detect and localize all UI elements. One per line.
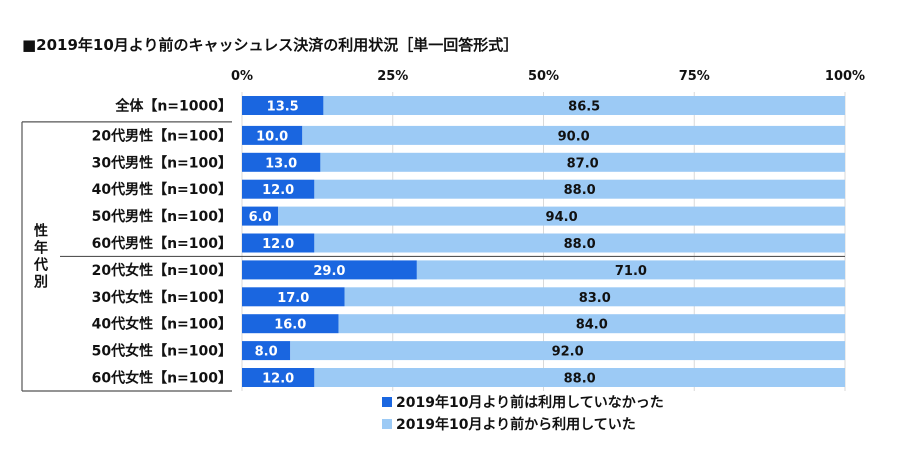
category-label: 30代女性【n=100】: [92, 289, 232, 306]
data-label: 86.5: [568, 100, 600, 115]
bar-not-using: [242, 206, 279, 226]
category-label: 50代男性【n=100】: [92, 208, 232, 225]
bar-not-using: [242, 260, 417, 280]
category-label: 20代男性【n=100】: [92, 127, 232, 144]
category-label: 50代女性【n=100】: [92, 343, 232, 360]
bar-using: [323, 96, 845, 115]
chart-title: ■2019年10月より前のキャッシュレス決済の利用状況［単一回答形式］: [22, 36, 518, 54]
data-label: 12.0: [262, 183, 294, 198]
data-label: 88.0: [564, 372, 596, 387]
bar-using: [416, 260, 845, 280]
group-label-char: 年: [34, 239, 48, 256]
bar-not-using: [242, 233, 315, 253]
data-label: 88.0: [564, 183, 596, 198]
data-label: 6.0: [249, 210, 272, 225]
category-label: 40代男性【n=100】: [92, 181, 232, 198]
category-label: 30代男性【n=100】: [92, 154, 232, 171]
data-label: 12.0: [262, 372, 294, 387]
legend-swatch: [382, 397, 392, 407]
legend-label: 2019年10月より前から利用していた: [396, 416, 636, 433]
data-label: 87.0: [567, 156, 599, 171]
data-label: 84.0: [576, 318, 608, 333]
bar-using: [320, 152, 845, 172]
x-tick-label: 0%: [231, 69, 253, 84]
category-label: 20代女性【n=100】: [92, 262, 232, 279]
data-label: 92.0: [552, 345, 584, 360]
x-tick-label: 100%: [825, 69, 865, 84]
bar-using: [314, 233, 845, 253]
category-label: 60代女性【n=100】: [92, 370, 232, 387]
legend-label: 2019年10月より前は利用していなかった: [396, 394, 664, 411]
data-label: 88.0: [564, 237, 596, 252]
category-label: 60代男性【n=100】: [92, 235, 232, 252]
x-tick-label: 50%: [528, 69, 559, 84]
data-label: 94.0: [546, 210, 578, 225]
bar-using: [302, 125, 845, 145]
bar-not-using: [242, 152, 321, 172]
data-label: 10.0: [256, 129, 288, 144]
category-label: 全体【n=1000】: [114, 98, 232, 115]
group-label-char: 代: [33, 256, 48, 273]
bar-not-using: [242, 368, 315, 387]
bar-using: [314, 179, 845, 199]
bar-not-using: [242, 314, 339, 334]
x-tick-label: 75%: [679, 69, 710, 84]
data-label: 90.0: [558, 129, 590, 144]
data-label: 13.0: [265, 156, 297, 171]
legend-swatch: [382, 419, 392, 429]
bar-using: [278, 206, 845, 226]
bar-not-using: [242, 125, 303, 145]
bar-using: [344, 287, 845, 307]
data-label: 83.0: [579, 291, 611, 306]
data-label: 17.0: [277, 291, 309, 306]
bar-using: [338, 314, 845, 334]
group-label-char: 性: [34, 222, 48, 239]
x-axis-ticks: 0% 25% 50% 75% 100%: [231, 69, 865, 84]
x-tick-label: 25%: [377, 69, 408, 84]
data-label: 13.5: [267, 100, 299, 115]
bar-not-using: [242, 179, 315, 199]
data-label: 71.0: [615, 264, 647, 279]
category-label: 40代女性【n=100】: [92, 316, 232, 333]
data-label: 12.0: [262, 237, 294, 252]
bar-not-using: [242, 287, 345, 307]
group-label-char: 別: [33, 274, 48, 290]
legend: 2019年10月より前は利用していなかった 2019年10月より前から利用していた: [382, 394, 664, 433]
data-label: 16.0: [274, 318, 306, 333]
bar-not-using: [242, 341, 291, 361]
data-label: 8.0: [255, 345, 278, 360]
category-labels: 全体【n=1000】 20代男性【n=100】 30代男性【n=100】 40代男性【…: [92, 98, 232, 387]
data-label: 29.0: [313, 264, 345, 279]
bar-using: [314, 368, 845, 387]
bars: 13.5 86.5 10.0 90.0 13.0 87.0 12.0 88.0 6.0 94.0 1…: [242, 96, 845, 387]
bar-not-using: [242, 96, 324, 115]
bar-using: [290, 341, 845, 361]
